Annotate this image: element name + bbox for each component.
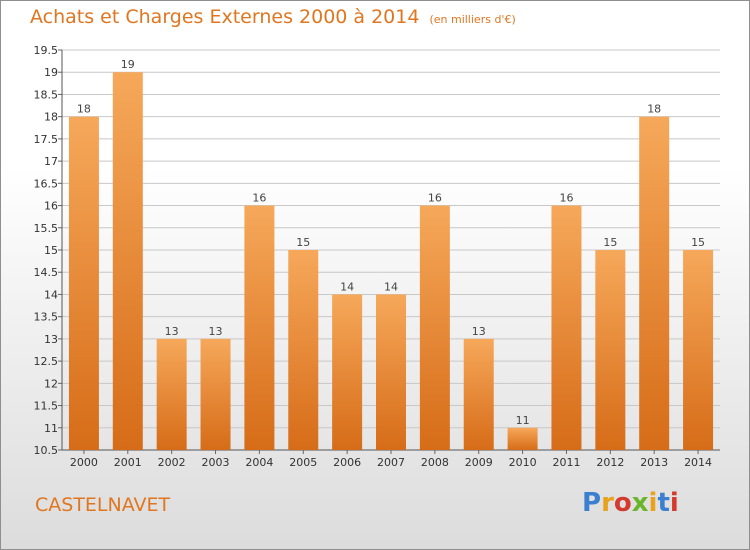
bar [463,338,494,450]
logo-letter: i [648,488,658,518]
bar [683,250,714,450]
x-tick-label: 2004 [245,456,273,469]
x-tick-label: 2008 [421,456,449,469]
logo-letter: P [582,488,602,518]
x-tick-label: 2000 [70,456,98,469]
y-tick-label: 12.5 [34,355,59,368]
x-tick-label: 2003 [202,456,230,469]
y-tick-label: 15.5 [34,222,59,235]
logo-letter: o [613,488,632,518]
y-tick-label: 17 [44,155,58,168]
bar-value-label: 16 [559,192,573,205]
bar-value-label: 19 [121,58,135,71]
bar-value-label: 16 [428,192,442,205]
x-tick-label: 2007 [377,456,405,469]
bar [68,116,99,451]
bar [595,250,626,450]
logo-letter: r [601,488,614,518]
y-tick-label: 11 [44,422,58,435]
y-tick-label: 14.5 [34,266,59,279]
bar [112,72,143,450]
y-tick-label: 15 [44,244,58,257]
bar [419,205,450,450]
bar-value-label: 15 [691,236,705,249]
y-tick-label: 18.5 [34,88,59,101]
bar [200,338,231,450]
chart-subtitle: (en milliers d'€) [429,13,516,26]
x-tick-label: 2002 [158,456,186,469]
y-tick-label: 17.5 [34,133,59,146]
x-tick-label: 2010 [509,456,537,469]
proxiti-logo: Proxiti [582,488,679,518]
y-tick-label: 16.5 [34,177,59,190]
bar [332,294,363,450]
bar-value-label: 15 [603,236,617,249]
chart-title: Achats et Charges Externes 2000 à 2014 (e… [30,6,516,28]
bar [376,294,406,450]
bar-value-label: 11 [516,414,530,427]
logo-letter: i [669,488,679,518]
x-tick-label: 2012 [596,456,624,469]
bar-value-label: 15 [296,236,310,249]
logo-letter: t [657,488,670,518]
bar-value-label: 13 [209,325,223,338]
x-tick-label: 2013 [640,456,668,469]
bar [244,205,275,450]
bar-value-label: 13 [165,325,179,338]
x-tick-label: 2009 [465,456,493,469]
place-name: CASTELNAVET [35,494,171,516]
bar [551,205,582,450]
y-tick-label: 14 [44,288,58,301]
y-tick-label: 13.5 [34,311,59,324]
bar [639,116,670,451]
y-tick-label: 19 [44,66,58,79]
y-tick-label: 18 [44,111,58,124]
y-tick-label: 16 [44,200,58,213]
bar-value-label: 14 [340,280,354,293]
x-tick-label: 2001 [114,456,142,469]
chart-title-text: Achats et Charges Externes 2000 à 2014 [30,6,420,28]
y-tick-label: 10.5 [34,444,59,457]
y-tick-label: 19.5 [34,44,59,57]
bar [507,427,538,450]
bar [156,338,187,450]
y-tick-label: 12 [44,377,58,390]
x-tick-label: 2005 [289,456,317,469]
logo-letter: x [631,488,649,518]
bar-value-label: 16 [252,192,266,205]
bar-value-label: 14 [384,280,398,293]
bar-value-label: 18 [77,103,91,116]
bar-value-label: 18 [647,103,661,116]
bar [288,250,319,450]
y-tick-label: 13 [44,333,58,346]
x-tick-label: 2014 [684,456,712,469]
x-tick-label: 2011 [552,456,580,469]
x-tick-label: 2006 [333,456,361,469]
y-tick-label: 11.5 [34,400,59,413]
bar-value-label: 13 [472,325,486,338]
